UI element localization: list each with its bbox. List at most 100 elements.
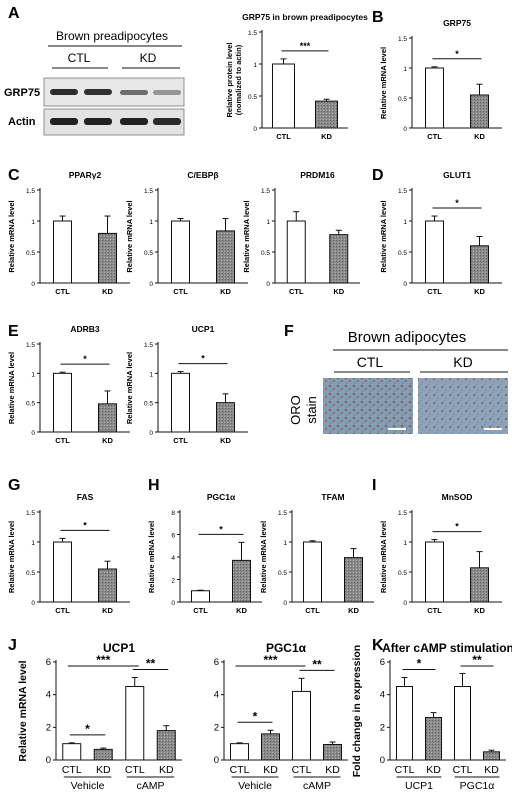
chart-h2: TFAM 0 0.5 1 1.5 Relative mRNA level CTL KD bbox=[259, 492, 374, 615]
blot-band-grp75-kd-1 bbox=[120, 90, 148, 95]
bar bbox=[53, 541, 72, 603]
chart-e1: ADRB3 0 0.5 1 1.5 Relative mRNA level CTL KD * bbox=[7, 324, 130, 445]
bar bbox=[425, 67, 444, 129]
y-axis-label: Relative mRNA level bbox=[7, 352, 16, 424]
significance-label: ** bbox=[472, 653, 482, 667]
y-axis-label: Relative mRNA level bbox=[379, 521, 388, 593]
y-tick-label: 0 bbox=[31, 430, 35, 437]
x-tick-label: CTL bbox=[125, 764, 145, 776]
bar bbox=[286, 220, 306, 284]
micrograph-title: Brown adipocytes bbox=[348, 329, 466, 346]
y-tick-label: 1 bbox=[403, 219, 407, 226]
y-tick-label: 1 bbox=[266, 219, 270, 226]
y-axis-label: (nomalized to actin) bbox=[234, 44, 243, 115]
panel-letter-e: E bbox=[8, 323, 19, 340]
chart-title: GLUT1 bbox=[443, 170, 471, 180]
y-tick-label: 1 bbox=[253, 62, 257, 69]
significance-label: ** bbox=[312, 657, 322, 671]
y-tick-label: 1.5 bbox=[26, 510, 35, 517]
chart-title: GRP75 bbox=[443, 18, 471, 28]
y-tick-label: 0.5 bbox=[398, 570, 407, 577]
chart-title: PGC1α bbox=[207, 492, 236, 502]
blot-title: Brown preadipocytes bbox=[56, 29, 168, 43]
significance-label: *** bbox=[300, 41, 311, 51]
y-tick-label: 1.5 bbox=[278, 510, 287, 517]
bar bbox=[470, 245, 489, 284]
x-tick-label: CTL bbox=[55, 287, 70, 296]
y-tick-label: 1.5 bbox=[398, 188, 407, 195]
y-tick-label: 0.5 bbox=[26, 570, 35, 577]
bar bbox=[125, 686, 145, 761]
chart-k: After cAMP stimulation 0 2 4 6 Fold change in… bbox=[351, 641, 512, 792]
y-tick-label: 4 bbox=[171, 555, 175, 562]
bar bbox=[454, 686, 471, 761]
x-tick-label: KD bbox=[236, 606, 247, 615]
y-tick-label: 0.5 bbox=[398, 250, 407, 257]
bar bbox=[272, 63, 295, 129]
bar bbox=[483, 751, 500, 761]
y-axis-label: Relative mRNA level bbox=[125, 200, 134, 272]
panel-letters: A B C D E F G H I J K bbox=[8, 5, 384, 654]
x-tick-label: CTL bbox=[173, 436, 188, 445]
significance-label: * bbox=[219, 524, 223, 534]
significance-label: * bbox=[417, 657, 422, 671]
significance-label: *** bbox=[263, 653, 277, 667]
y-tick-label: 1 bbox=[283, 540, 287, 547]
bar bbox=[53, 372, 72, 433]
chart-e2: UCP1 0 0.5 1 1.5 Relative mRNA level CTL KD * bbox=[125, 324, 248, 445]
y-tick-label: 1.5 bbox=[26, 342, 35, 349]
y-axis-label: Relative mRNA level bbox=[147, 521, 156, 593]
y-tick-label: 1.5 bbox=[248, 30, 257, 37]
y-axis-label: Relative mRNA level bbox=[17, 660, 29, 761]
bar bbox=[171, 220, 190, 284]
y-axis-label: Relative mRNA level bbox=[259, 521, 268, 593]
x-tick-label: KD bbox=[220, 436, 231, 445]
chart-title: UCP1 bbox=[103, 641, 135, 655]
significance-label: * bbox=[83, 354, 87, 364]
x-tick-label: KD bbox=[474, 132, 485, 141]
y-tick-label: 1.5 bbox=[398, 36, 407, 43]
micrograph-kd-image bbox=[418, 378, 508, 434]
significance-label: * bbox=[85, 722, 90, 736]
bar bbox=[344, 557, 363, 603]
group-label: Vehicle bbox=[238, 780, 272, 792]
bar bbox=[396, 686, 413, 761]
blot-row-actin: Actin bbox=[8, 116, 36, 128]
y-tick-label: 1.5 bbox=[144, 188, 153, 195]
y-tick-label: 2 bbox=[380, 722, 385, 733]
y-tick-label: 0.5 bbox=[261, 250, 270, 257]
x-tick-label: KD bbox=[474, 606, 485, 615]
chart-title: UCP1 bbox=[192, 324, 215, 334]
group-label: UCP1 bbox=[405, 780, 433, 792]
bar bbox=[216, 230, 235, 284]
chart-g: FAS 0 0.5 1 1.5 Relative mRNA level CTL KD * bbox=[7, 492, 130, 615]
y-tick-label: 0 bbox=[31, 600, 35, 607]
y-tick-label: 0 bbox=[266, 281, 270, 288]
x-tick-label: KD bbox=[96, 764, 111, 776]
y-tick-label: 0 bbox=[46, 755, 51, 766]
y-tick-label: 0 bbox=[403, 126, 407, 133]
bar bbox=[232, 559, 251, 603]
bar bbox=[98, 568, 117, 603]
y-tick-label: 4 bbox=[214, 690, 219, 701]
y-tick-label: 0 bbox=[214, 755, 219, 766]
x-tick-label: KD bbox=[102, 606, 113, 615]
significance-label: * bbox=[455, 198, 459, 208]
blot-band-actin-kd-1 bbox=[120, 118, 148, 125]
chart-c2: C/EBPβ 0 0.5 1 1.5 Relative mRNA level CTL KD bbox=[125, 170, 248, 296]
y-tick-label: 0 bbox=[403, 600, 407, 607]
x-tick-label: CTL bbox=[289, 287, 304, 296]
panel-letter-b: B bbox=[372, 9, 384, 26]
y-tick-label: 1.5 bbox=[144, 342, 153, 349]
significance-label: *** bbox=[96, 653, 110, 667]
bar bbox=[62, 743, 82, 761]
significance-label: * bbox=[201, 354, 205, 364]
blot-row-grp75: GRP75 bbox=[4, 87, 40, 99]
y-tick-label: 1.5 bbox=[261, 188, 270, 195]
chart-title: PGC1α bbox=[266, 641, 307, 655]
chart-d: GLUT1 0 0.5 1 1.5 Relative mRNA level CTL KD * bbox=[379, 170, 502, 296]
chart-title: C/EBPβ bbox=[187, 170, 218, 180]
y-tick-label: 1 bbox=[31, 219, 35, 226]
